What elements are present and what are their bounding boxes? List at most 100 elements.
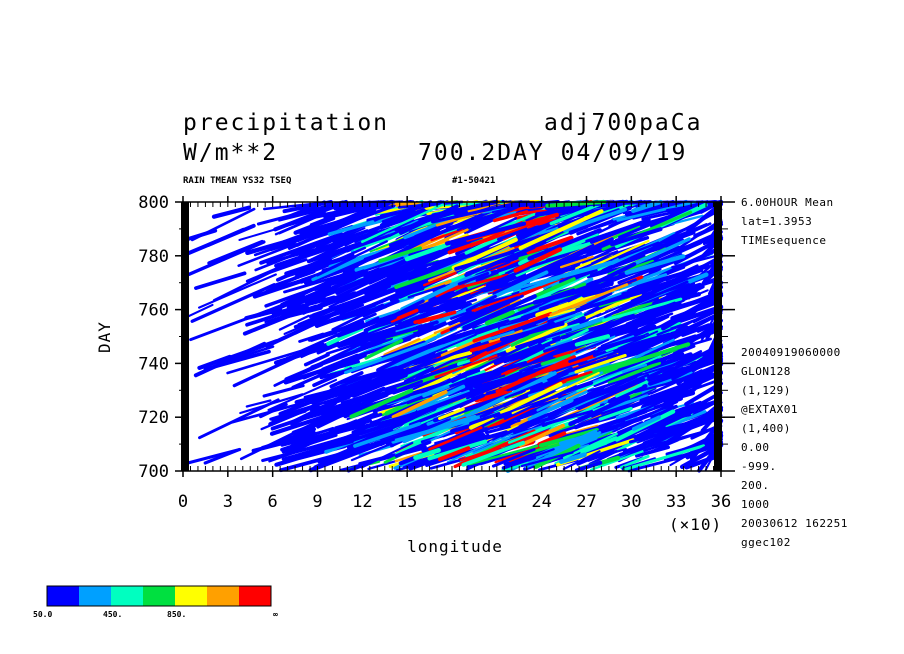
heat-cell bbox=[320, 386, 386, 416]
heat-cell bbox=[637, 352, 685, 368]
x-multiplier-label: (×10) bbox=[669, 515, 722, 534]
heat-cell bbox=[331, 303, 385, 332]
heat-cell bbox=[437, 273, 509, 295]
meta-date: 20040919060000 bbox=[741, 346, 841, 359]
heat-cell bbox=[585, 239, 650, 271]
x-tick-label: 6 bbox=[268, 492, 278, 512]
heat-cell bbox=[462, 294, 537, 330]
heat-cell bbox=[475, 261, 511, 276]
heat-cell bbox=[421, 299, 465, 317]
heat-cell bbox=[485, 266, 530, 287]
heat-cell bbox=[616, 320, 653, 336]
colorbar-swatch bbox=[239, 586, 271, 606]
heat-cell bbox=[189, 309, 270, 342]
heat-cell bbox=[207, 239, 265, 266]
colorbar-label: 50.0 bbox=[33, 610, 52, 619]
heat-cell bbox=[290, 291, 329, 305]
y-tick-label: 700 bbox=[138, 462, 169, 482]
heat-cell bbox=[423, 271, 457, 287]
heat-cell bbox=[291, 421, 320, 435]
heat-cell bbox=[269, 239, 297, 252]
heat-cell bbox=[300, 325, 356, 353]
colorbar-label: ∞ bbox=[273, 610, 278, 619]
heat-cell bbox=[303, 385, 349, 400]
heat-cell bbox=[321, 353, 360, 372]
colorbar-label: 850. bbox=[167, 610, 186, 619]
heat-cell bbox=[328, 284, 392, 317]
heat-cell bbox=[574, 334, 610, 347]
heat-cell bbox=[513, 247, 563, 273]
heat-cell bbox=[617, 330, 659, 350]
heat-cell bbox=[256, 200, 345, 226]
heat-cell bbox=[332, 209, 377, 232]
heat-cell bbox=[575, 338, 610, 354]
heat-cell bbox=[435, 414, 477, 431]
heat-cell bbox=[557, 232, 600, 253]
heat-cell bbox=[617, 261, 671, 285]
heat-cell bbox=[451, 285, 485, 300]
heat-cell bbox=[264, 277, 343, 308]
heat-cell bbox=[450, 218, 483, 230]
heat-cell bbox=[294, 426, 335, 443]
heat-cell bbox=[338, 366, 398, 385]
heat-cell bbox=[642, 425, 690, 446]
heat-cell bbox=[586, 449, 616, 462]
heat-cell bbox=[435, 228, 469, 245]
x-tick-label: 18 bbox=[442, 492, 462, 512]
heat-cell bbox=[428, 426, 483, 451]
colorbar-swatch bbox=[207, 586, 239, 606]
heat-cell bbox=[298, 222, 389, 258]
x-tick-label: 15 bbox=[397, 492, 417, 512]
heat-cell bbox=[527, 228, 603, 261]
heat-cell bbox=[537, 431, 567, 447]
heat-cell bbox=[294, 299, 366, 335]
heat-cell bbox=[549, 283, 629, 317]
heat-cell bbox=[576, 219, 614, 236]
heat-cell bbox=[468, 382, 563, 430]
heat-cell bbox=[607, 361, 661, 385]
heat-cell bbox=[437, 328, 476, 343]
heat-cell bbox=[485, 321, 555, 352]
heat-cell bbox=[338, 379, 424, 414]
heat-cell bbox=[561, 260, 613, 278]
heat-cell bbox=[559, 255, 594, 269]
heat-cell bbox=[304, 276, 369, 305]
heat-cell bbox=[408, 402, 466, 427]
right-edge-bar bbox=[714, 202, 722, 471]
heat-cell bbox=[374, 358, 438, 385]
subtitle-right: 700.2DAY 04/09/19 bbox=[418, 140, 687, 166]
units-label: W/m**2 bbox=[183, 140, 278, 166]
meta-timestamp: 20030612 162251 bbox=[741, 517, 848, 530]
heat-cell bbox=[346, 263, 399, 280]
x-axis-label: longitude bbox=[407, 537, 503, 556]
heat-cell bbox=[388, 212, 437, 237]
x-tick-label: 36 bbox=[711, 492, 731, 512]
heat-cell bbox=[457, 271, 490, 286]
heat-cell bbox=[474, 390, 509, 403]
heat-cell bbox=[661, 293, 724, 331]
heat-cell bbox=[518, 423, 565, 448]
heat-cell bbox=[232, 342, 325, 388]
heat-cell bbox=[303, 352, 330, 367]
heat-cell bbox=[493, 343, 543, 365]
heat-cell bbox=[437, 446, 471, 462]
heat-cell bbox=[235, 345, 275, 360]
heat-cell bbox=[590, 250, 619, 265]
heat-cell bbox=[317, 438, 396, 464]
heat-cell bbox=[615, 280, 689, 314]
meta-mean: 6.00HOUR Mean bbox=[741, 196, 834, 209]
heat-cell bbox=[270, 269, 316, 288]
heat-cell bbox=[449, 294, 524, 332]
heat-cell bbox=[283, 315, 326, 335]
heat-cell bbox=[193, 341, 267, 378]
heat-cell bbox=[641, 361, 724, 409]
y-tick-label: 720 bbox=[138, 408, 169, 428]
heat-cell bbox=[184, 447, 242, 466]
heat-cell bbox=[459, 429, 550, 462]
heat-cell bbox=[342, 238, 410, 274]
heat-cell bbox=[378, 246, 423, 263]
heat-cell bbox=[231, 401, 305, 424]
y-tick-label: 760 bbox=[138, 301, 169, 321]
heat-cell bbox=[260, 430, 316, 450]
